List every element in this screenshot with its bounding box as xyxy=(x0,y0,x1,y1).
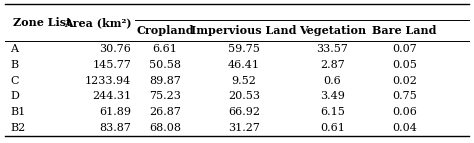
Text: 2.87: 2.87 xyxy=(320,60,345,70)
Text: Area (km²): Area (km²) xyxy=(64,17,131,28)
Text: B: B xyxy=(10,60,18,70)
Text: 89.87: 89.87 xyxy=(149,76,181,86)
Text: 68.08: 68.08 xyxy=(149,123,181,133)
Text: 33.57: 33.57 xyxy=(316,44,348,54)
Text: D: D xyxy=(10,91,19,101)
Text: 0.07: 0.07 xyxy=(392,44,417,54)
Text: Cropland: Cropland xyxy=(136,25,194,36)
Text: 9.52: 9.52 xyxy=(231,76,256,86)
Text: 0.04: 0.04 xyxy=(392,123,417,133)
Text: 0.75: 0.75 xyxy=(392,91,417,101)
Text: 66.92: 66.92 xyxy=(228,107,260,117)
Text: 0.06: 0.06 xyxy=(392,107,417,117)
Text: Bare Land: Bare Land xyxy=(372,25,437,36)
Text: 75.23: 75.23 xyxy=(149,91,181,101)
Text: 20.53: 20.53 xyxy=(228,91,260,101)
Text: 50.58: 50.58 xyxy=(149,60,181,70)
Text: 26.87: 26.87 xyxy=(149,107,181,117)
Text: 244.31: 244.31 xyxy=(92,91,131,101)
Text: 83.87: 83.87 xyxy=(99,123,131,133)
Text: 30.76: 30.76 xyxy=(99,44,131,54)
Text: Zone List: Zone List xyxy=(13,17,72,28)
Text: 61.89: 61.89 xyxy=(99,107,131,117)
Text: 0.6: 0.6 xyxy=(323,76,341,86)
Text: 1233.94: 1233.94 xyxy=(85,76,131,86)
Text: Vegetation: Vegetation xyxy=(299,25,366,36)
Text: 3.49: 3.49 xyxy=(320,91,345,101)
Text: A: A xyxy=(10,44,18,54)
Text: 0.02: 0.02 xyxy=(392,76,417,86)
Text: B2: B2 xyxy=(10,123,26,133)
Text: 0.61: 0.61 xyxy=(320,123,345,133)
Text: 31.27: 31.27 xyxy=(228,123,260,133)
Text: 6.61: 6.61 xyxy=(153,44,177,54)
Text: 0.05: 0.05 xyxy=(392,60,417,70)
Text: 6.15: 6.15 xyxy=(320,107,345,117)
Text: 59.75: 59.75 xyxy=(228,44,260,54)
Text: Impervious Land: Impervious Land xyxy=(191,25,297,36)
Text: C: C xyxy=(10,76,19,86)
Text: 46.41: 46.41 xyxy=(228,60,260,70)
Text: 145.77: 145.77 xyxy=(92,60,131,70)
Text: B1: B1 xyxy=(10,107,26,117)
